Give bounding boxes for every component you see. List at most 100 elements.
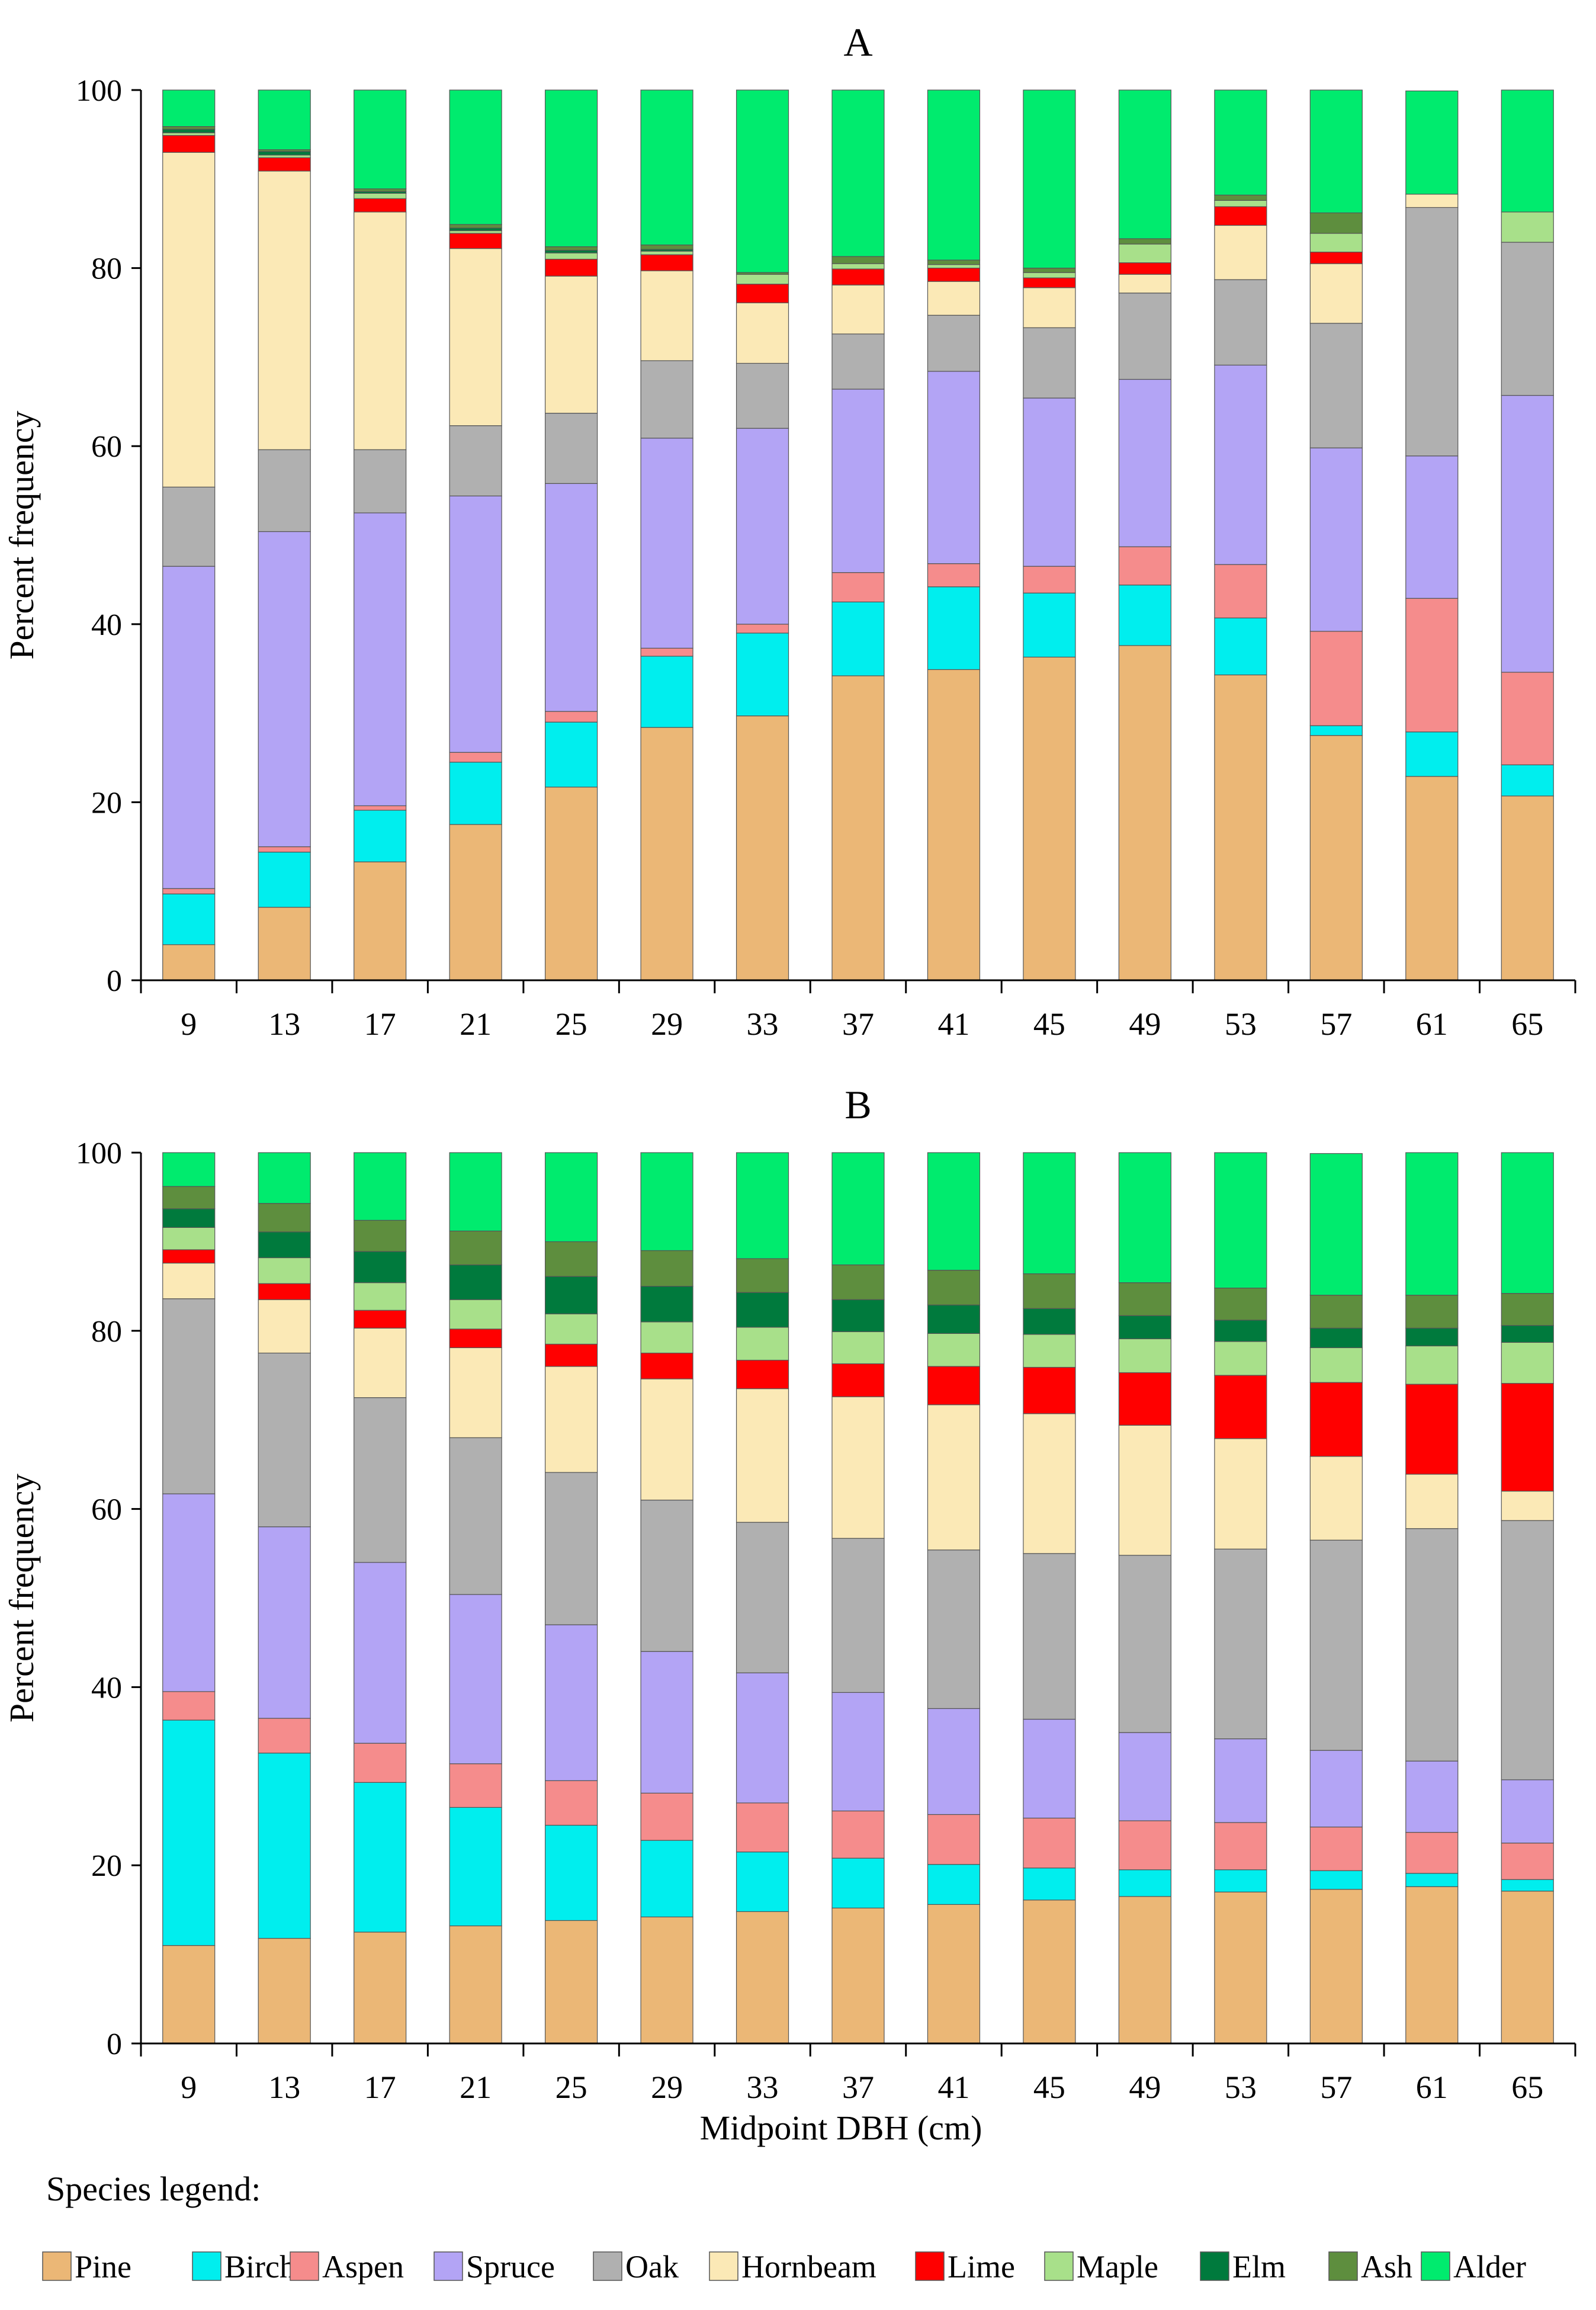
x-tick-label-a-57: 57 bbox=[1320, 1006, 1352, 1042]
y-tick-label-b-20: 20 bbox=[91, 1849, 122, 1883]
bar-a-birch-65 bbox=[1501, 764, 1554, 797]
bar-b-lime-65 bbox=[1501, 1382, 1554, 1492]
bar-a-oak-57 bbox=[1309, 323, 1363, 448]
bar-a-ash-49 bbox=[1118, 238, 1172, 245]
legend-label-alder: Alder bbox=[1453, 2249, 1526, 2285]
bar-a-aspen-33 bbox=[736, 624, 789, 634]
bar-b-oak-53 bbox=[1214, 1548, 1267, 1740]
x-tick-label-a-53: 53 bbox=[1225, 1006, 1257, 1042]
bar-b-maple-49 bbox=[1118, 1338, 1172, 1374]
bar-b-hornbeam-9 bbox=[162, 1262, 216, 1300]
bar-a-ash-21 bbox=[449, 224, 502, 229]
bar-a-ash-53 bbox=[1214, 194, 1267, 201]
bar-a-ash-29 bbox=[640, 244, 693, 250]
bar-b-aspen-37 bbox=[831, 1810, 885, 1859]
bar-b-elm-17 bbox=[354, 1251, 407, 1284]
bar-a-alder-65 bbox=[1501, 89, 1554, 213]
bar-a-spruce-61 bbox=[1405, 455, 1459, 599]
bar-b-hornbeam-57 bbox=[1309, 1456, 1363, 1541]
y-axis-label-a: Percent frequency bbox=[2, 410, 41, 659]
bar-a-aspen-57 bbox=[1309, 631, 1363, 726]
bar-a-spruce-9 bbox=[162, 566, 216, 889]
bar-b-lime-21 bbox=[449, 1329, 502, 1348]
bar-b-pine-29 bbox=[640, 1916, 693, 2044]
bar-b-ash-65 bbox=[1501, 1293, 1554, 1326]
bars-a bbox=[162, 89, 1554, 981]
bar-b-oak-41 bbox=[927, 1549, 981, 1709]
x-tick-label-b-53: 53 bbox=[1225, 2070, 1257, 2105]
bar-a-pine-61 bbox=[1405, 776, 1459, 981]
bar-a-birch-29 bbox=[640, 656, 693, 728]
panel-title-b: B bbox=[844, 1082, 871, 1127]
bar-a-oak-49 bbox=[1118, 293, 1172, 380]
bar-a-aspen-61 bbox=[1405, 598, 1459, 733]
bar-b-alder-17 bbox=[354, 1152, 407, 1221]
bar-b-aspen-61 bbox=[1405, 1831, 1459, 1874]
bar-b-maple-53 bbox=[1214, 1341, 1267, 1376]
legend-swatch-oak bbox=[593, 2251, 622, 2281]
bar-b-spruce-65 bbox=[1501, 1779, 1554, 1844]
bar-b-oak-13 bbox=[258, 1352, 311, 1528]
bar-a-spruce-45 bbox=[1023, 397, 1076, 567]
bar-b-ash-41 bbox=[927, 1269, 981, 1305]
bar-b-ash-49 bbox=[1118, 1282, 1172, 1316]
bar-a-hornbeam-25 bbox=[544, 275, 598, 414]
bar-b-lime-17 bbox=[354, 1310, 407, 1329]
bar-b-oak-9 bbox=[162, 1298, 216, 1494]
bar-b-hornbeam-33 bbox=[736, 1388, 789, 1523]
bar-b-pine-53 bbox=[1214, 1891, 1267, 2044]
y-tick-label-a-0: 0 bbox=[107, 964, 122, 998]
bar-a-lime-45 bbox=[1023, 277, 1076, 288]
bar-b-aspen-41 bbox=[927, 1814, 981, 1865]
bar-a-spruce-25 bbox=[544, 483, 598, 712]
x-tick-label-a-37: 37 bbox=[842, 1006, 874, 1042]
bar-a-oak-13 bbox=[258, 449, 311, 532]
legend-label-spruce: Spruce bbox=[466, 2249, 555, 2285]
bar-b-aspen-21 bbox=[449, 1763, 502, 1808]
bar-b-pine-25 bbox=[544, 1920, 598, 2044]
bar-b-birch-65 bbox=[1501, 1879, 1554, 1892]
bar-b-birch-53 bbox=[1214, 1869, 1267, 1892]
bar-a-alder-41 bbox=[927, 89, 981, 261]
bar-a-oak-37 bbox=[831, 333, 885, 390]
bar-a-aspen-65 bbox=[1501, 672, 1554, 765]
bar-b-birch-45 bbox=[1023, 1868, 1076, 1901]
bar-a-aspen-45 bbox=[1023, 566, 1076, 593]
bar-b-alder-61 bbox=[1405, 1152, 1459, 1296]
legend-swatch-hornbeam bbox=[709, 2251, 738, 2281]
bar-b-lime-33 bbox=[736, 1359, 789, 1390]
bar-a-pine-65 bbox=[1501, 795, 1554, 981]
bar-a-lime-17 bbox=[354, 198, 407, 213]
bar-b-ash-25 bbox=[544, 1241, 598, 1277]
bar-a-maple-57 bbox=[1309, 233, 1363, 253]
bar-b-hornbeam-49 bbox=[1118, 1424, 1172, 1556]
bar-b-ash-53 bbox=[1214, 1288, 1267, 1321]
bar-a-pine-53 bbox=[1214, 674, 1267, 981]
bar-b-ash-13 bbox=[258, 1203, 311, 1233]
bar-a-alder-45 bbox=[1023, 89, 1076, 269]
bar-b-hornbeam-21 bbox=[449, 1347, 502, 1438]
bar-a-ash-57 bbox=[1309, 212, 1363, 234]
bar-b-pine-49 bbox=[1118, 1896, 1172, 2044]
x-tick-label-b-29: 29 bbox=[651, 2070, 683, 2105]
bar-b-pine-37 bbox=[831, 1907, 885, 2044]
bar-b-spruce-49 bbox=[1118, 1732, 1172, 1821]
bar-a-alder-37 bbox=[831, 89, 885, 257]
bar-b-lime-61 bbox=[1405, 1384, 1459, 1475]
x-tick-label-a-17: 17 bbox=[364, 1006, 396, 1042]
bar-b-spruce-41 bbox=[927, 1708, 981, 1815]
bar-b-pine-21 bbox=[449, 1925, 502, 2044]
bar-a-hornbeam-61 bbox=[1405, 194, 1459, 208]
bar-a-birch-9 bbox=[162, 893, 216, 945]
bar-a-lime-41 bbox=[927, 268, 981, 282]
bar-b-hornbeam-37 bbox=[831, 1396, 885, 1539]
bar-b-elm-49 bbox=[1118, 1315, 1172, 1339]
bar-b-ash-57 bbox=[1309, 1295, 1363, 1329]
bar-a-hornbeam-21 bbox=[449, 248, 502, 426]
bar-b-lime-57 bbox=[1309, 1382, 1363, 1457]
bar-a-oak-53 bbox=[1214, 279, 1267, 366]
bar-b-birch-49 bbox=[1118, 1869, 1172, 1897]
y-tick-label-a-100: 100 bbox=[76, 74, 122, 108]
bar-a-lime-13 bbox=[258, 157, 311, 172]
bar-a-aspen-25 bbox=[544, 711, 598, 723]
